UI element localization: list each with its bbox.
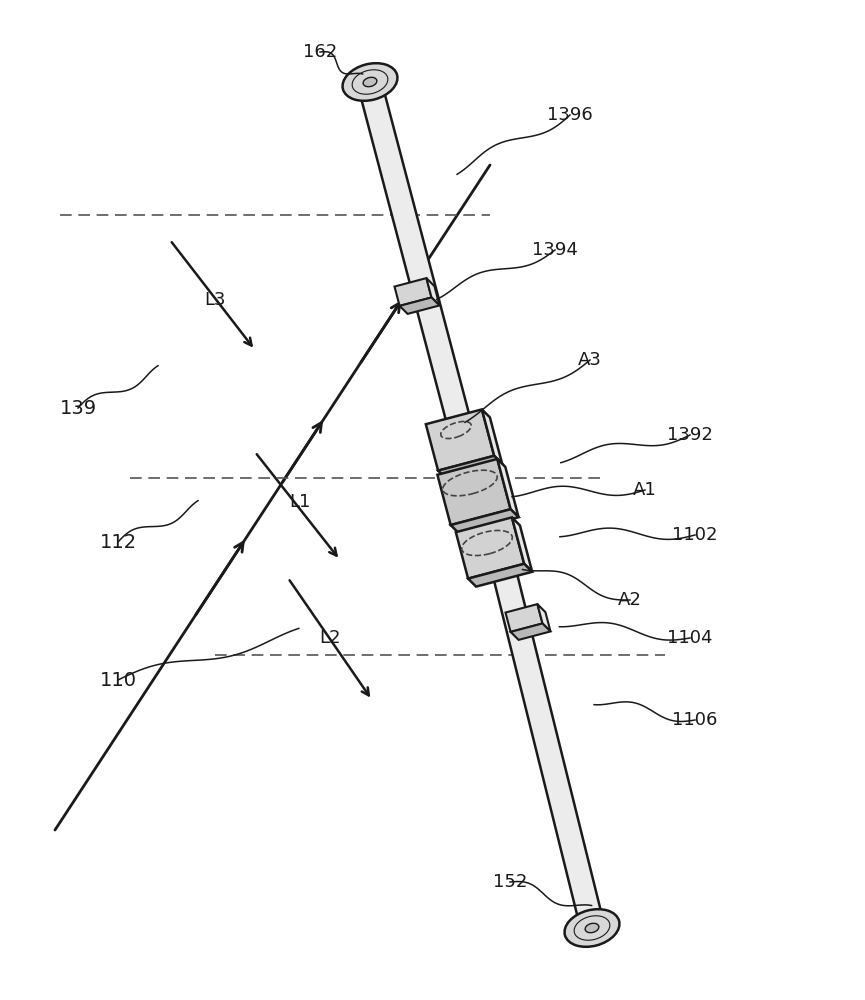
Polygon shape: [512, 517, 532, 572]
Polygon shape: [482, 409, 503, 464]
Text: 1104: 1104: [667, 629, 713, 647]
Polygon shape: [497, 459, 519, 517]
Polygon shape: [426, 409, 494, 471]
Polygon shape: [400, 297, 439, 314]
Text: A2: A2: [618, 591, 642, 609]
Polygon shape: [456, 517, 524, 579]
Ellipse shape: [565, 909, 619, 947]
Text: L2: L2: [319, 629, 341, 647]
Text: 1102: 1102: [672, 526, 718, 544]
Ellipse shape: [585, 923, 599, 933]
Text: 152: 152: [493, 873, 527, 891]
Polygon shape: [394, 278, 432, 306]
Polygon shape: [537, 604, 550, 631]
Text: A1: A1: [633, 481, 657, 499]
Text: 1392: 1392: [667, 426, 713, 444]
Text: L1: L1: [289, 493, 311, 511]
Text: 110: 110: [99, 670, 137, 690]
Polygon shape: [493, 572, 604, 928]
Text: 139: 139: [60, 398, 97, 418]
Polygon shape: [451, 509, 519, 533]
Polygon shape: [505, 604, 542, 632]
Polygon shape: [438, 459, 510, 525]
Text: A3: A3: [578, 351, 602, 369]
Text: L3: L3: [204, 291, 226, 309]
Ellipse shape: [363, 77, 377, 87]
Text: 1396: 1396: [548, 106, 593, 124]
Polygon shape: [438, 456, 503, 479]
Text: 162: 162: [303, 43, 337, 61]
Polygon shape: [426, 278, 439, 305]
Polygon shape: [510, 623, 550, 640]
Text: 1394: 1394: [532, 241, 578, 259]
Ellipse shape: [343, 63, 397, 101]
Text: 1106: 1106: [672, 711, 718, 729]
Text: 112: 112: [99, 532, 137, 552]
Polygon shape: [358, 82, 475, 441]
Polygon shape: [468, 564, 532, 587]
